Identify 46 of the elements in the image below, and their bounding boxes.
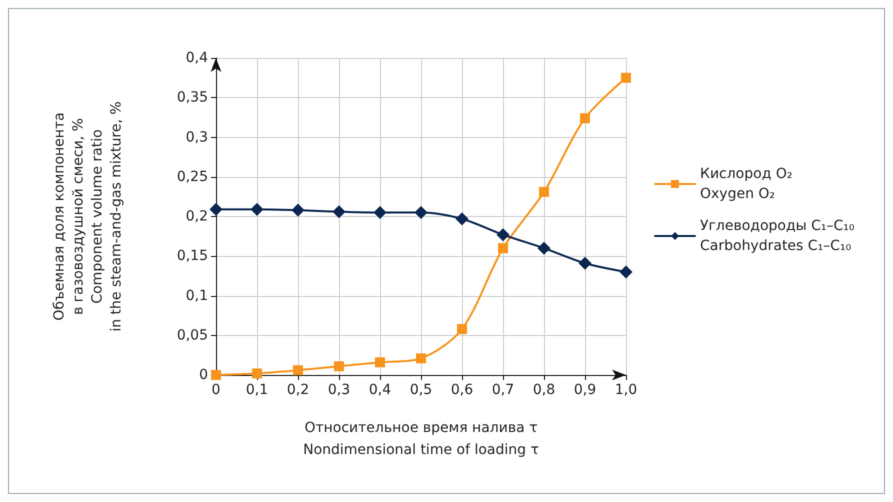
point xyxy=(252,368,262,378)
x-tick-label: 0,5 xyxy=(410,382,432,398)
y-tick-label: 0,35 xyxy=(176,90,208,106)
x-tick-label: 0 xyxy=(212,382,220,398)
point xyxy=(620,265,632,278)
legend-label: Кислород O₂ Oxygen O₂ xyxy=(700,166,792,202)
point xyxy=(334,361,344,372)
y-tick-label: 0,1 xyxy=(186,288,208,304)
point xyxy=(416,353,426,364)
point xyxy=(210,202,222,216)
x-tick-label: 0,1 xyxy=(246,382,268,398)
point xyxy=(293,365,303,376)
point xyxy=(457,324,467,334)
point xyxy=(580,113,590,124)
point xyxy=(578,256,592,270)
point xyxy=(539,186,549,197)
point xyxy=(498,243,508,254)
y-tick-label: 0,2 xyxy=(186,208,208,224)
x-tick-label: 0,3 xyxy=(328,382,350,398)
x-tick-label: 0,6 xyxy=(450,382,474,398)
y-tick-label: 0,05 xyxy=(176,327,208,344)
y-tick-label: 0,4 xyxy=(186,50,208,66)
x-tick-label: 0,7 xyxy=(492,382,514,398)
point xyxy=(211,370,221,380)
x-tick-label: 0,9 xyxy=(574,382,596,398)
point xyxy=(456,212,468,226)
point xyxy=(621,72,631,83)
y-tick-label: 0,25 xyxy=(176,168,208,185)
y-axis-title: Объемная доля компонента в газовоздушной смеси, % Component volume ratio in the steam-and-gas mixture, % xyxy=(52,101,124,332)
y-tick-label: 0,15 xyxy=(176,248,208,264)
point xyxy=(538,242,550,255)
x-tick-label: 0,8 xyxy=(532,382,556,398)
x-tick-label: 0,4 xyxy=(368,382,392,398)
x-axis-title: Относительное время налива τ Nondimensional time of loading τ xyxy=(303,420,539,458)
x-tick-label: 1,0 xyxy=(614,382,638,398)
y-tick-label: 0 xyxy=(199,367,208,383)
point xyxy=(496,228,510,242)
point xyxy=(374,206,386,220)
y-tick-label: 0,3 xyxy=(186,129,208,146)
point xyxy=(332,205,346,218)
legend-label: Углеводороды C₁–C₁₀ Carbohydrates C₁–C₁₀ xyxy=(700,218,855,254)
point xyxy=(250,202,264,216)
x-tick-label: 0,2 xyxy=(286,382,310,398)
point xyxy=(375,357,385,368)
point xyxy=(292,204,304,217)
point xyxy=(414,206,428,220)
